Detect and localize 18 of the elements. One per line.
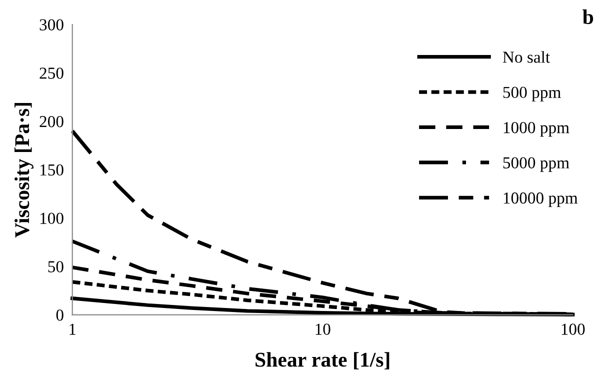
legend-label: 10000 ppm — [504, 192, 578, 208]
y-tick-label: 100 — [40, 212, 64, 224]
y-tick-label: 50 — [48, 261, 64, 272]
y-tick-label: 300 — [40, 19, 64, 30]
legend-label: 500 ppm — [503, 86, 561, 102]
y-tick-label: 250 — [40, 68, 64, 79]
legend-label: 5000 ppm — [503, 157, 570, 172]
y-axis-title: Viscosity [Pa·s] — [14, 103, 34, 238]
x-axis-title: Shear rate [1/s] — [256, 352, 390, 370]
y-tick-label: 200 — [40, 116, 64, 128]
y-tick-label: 0 — [56, 309, 64, 321]
text: b — [582, 9, 594, 24]
legend-label: 1000 ppm — [504, 122, 570, 137]
x-tick-label: 1 — [70, 324, 76, 335]
x-tick-label: 100 — [562, 324, 585, 335]
y-tick-label: 150 — [40, 164, 64, 176]
legend-label: No salt — [502, 51, 550, 63]
x-tick-label: 10 — [316, 324, 330, 335]
